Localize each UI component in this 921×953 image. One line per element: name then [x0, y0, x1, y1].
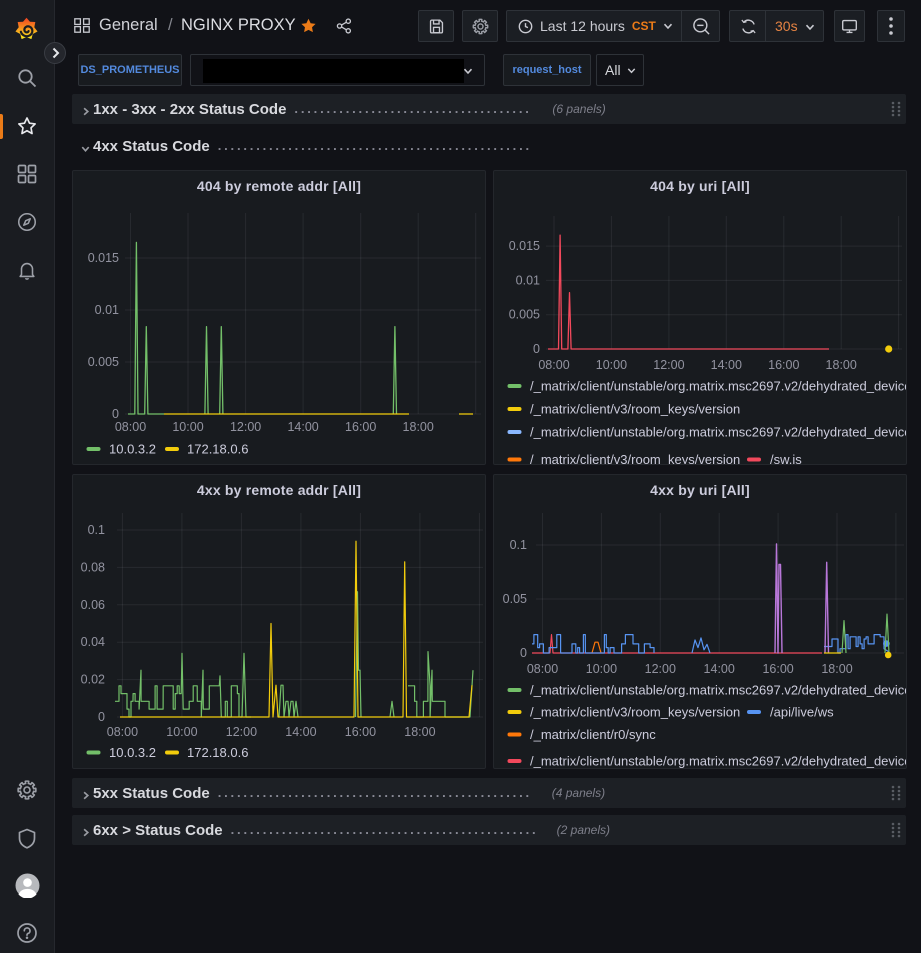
svg-text:/sw.js: /sw.js [770, 452, 802, 465]
svg-text:0.015: 0.015 [509, 239, 540, 253]
svg-text:10:00: 10:00 [596, 358, 627, 372]
svg-text:14:00: 14:00 [285, 725, 316, 739]
svg-text:16:00: 16:00 [762, 662, 793, 676]
svg-text:16:00: 16:00 [768, 358, 799, 372]
svg-text:0.1: 0.1 [510, 538, 527, 552]
svg-text:14:00: 14:00 [287, 420, 318, 434]
svg-text:10:00: 10:00 [586, 662, 617, 676]
svg-text:08:00: 08:00 [115, 420, 146, 434]
svg-text:172.18.0.6: 172.18.0.6 [187, 745, 248, 760]
svg-text:18:00: 18:00 [821, 662, 852, 676]
svg-text:16:00: 16:00 [345, 725, 376, 739]
svg-text:/_matrix/client/unstable/org.m: /_matrix/client/unstable/org.matrix.msc2… [530, 683, 907, 698]
svg-text:14:00: 14:00 [711, 358, 742, 372]
svg-text:/_matrix/client/unstable/org.m: /_matrix/client/unstable/org.matrix.msc2… [530, 425, 907, 440]
svg-text:0.005: 0.005 [88, 355, 119, 369]
svg-text:0.01: 0.01 [516, 273, 540, 287]
svg-text:0.04: 0.04 [81, 635, 105, 649]
svg-text:/_matrix/client/unstable/org.m: /_matrix/client/unstable/org.matrix.msc2… [530, 379, 907, 394]
svg-text:0.1: 0.1 [88, 523, 105, 537]
svg-text:18:00: 18:00 [403, 420, 434, 434]
svg-text:0.02: 0.02 [81, 673, 105, 687]
svg-text:0.08: 0.08 [81, 560, 105, 574]
svg-text:08:00: 08:00 [107, 725, 138, 739]
svg-text:10.0.3.2: 10.0.3.2 [109, 745, 156, 760]
svg-text:/_matrix/client/v3/room_keys/v: /_matrix/client/v3/room_keys/version [530, 452, 740, 465]
svg-text:0: 0 [112, 407, 119, 421]
svg-text:0.01: 0.01 [95, 303, 119, 317]
svg-text:172.18.0.6: 172.18.0.6 [187, 442, 248, 457]
svg-text:0.06: 0.06 [81, 598, 105, 612]
svg-text:0: 0 [520, 646, 527, 660]
svg-text:/_matrix/client/v3/room_keys/v: /_matrix/client/v3/room_keys/version [530, 402, 740, 417]
svg-text:/_matrix/client/v3/room_keys/v: /_matrix/client/v3/room_keys/version [530, 705, 740, 720]
svg-text:12:00: 12:00 [645, 662, 676, 676]
svg-text:08:00: 08:00 [538, 358, 569, 372]
svg-text:12:00: 12:00 [226, 725, 257, 739]
svg-text:/_matrix/client/unstable/org.m: /_matrix/client/unstable/org.matrix.msc2… [530, 754, 907, 769]
svg-text:12:00: 12:00 [230, 420, 261, 434]
svg-text:16:00: 16:00 [345, 420, 376, 434]
svg-text:10:00: 10:00 [166, 725, 197, 739]
svg-text:18:00: 18:00 [826, 358, 857, 372]
svg-text:0: 0 [98, 710, 105, 724]
svg-text:/_matrix/client/r0/sync: /_matrix/client/r0/sync [530, 727, 656, 742]
svg-text:14:00: 14:00 [704, 662, 735, 676]
svg-text:12:00: 12:00 [653, 358, 684, 372]
svg-text:/api/live/ws: /api/live/ws [770, 705, 834, 720]
svg-text:0.015: 0.015 [88, 251, 119, 265]
svg-text:0.005: 0.005 [509, 308, 540, 322]
svg-text:18:00: 18:00 [404, 725, 435, 739]
svg-text:10.0.3.2: 10.0.3.2 [109, 442, 156, 457]
svg-text:0: 0 [533, 342, 540, 356]
svg-text:10:00: 10:00 [172, 420, 203, 434]
svg-text:08:00: 08:00 [527, 662, 558, 676]
svg-text:0.05: 0.05 [503, 592, 527, 606]
